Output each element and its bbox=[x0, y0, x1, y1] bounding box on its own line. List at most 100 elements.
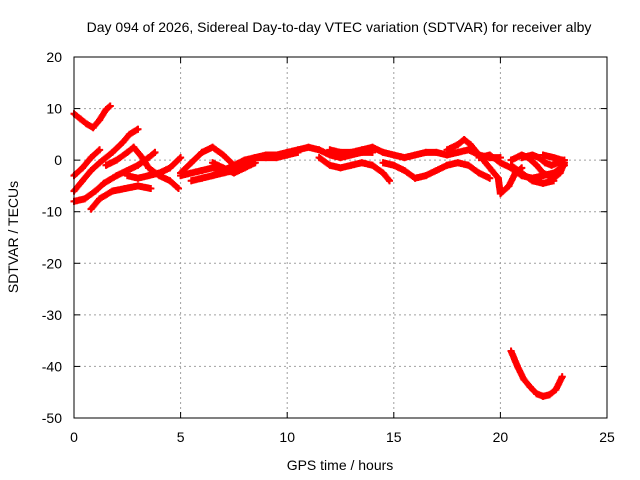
data-point bbox=[145, 172, 153, 180]
data-point bbox=[326, 146, 334, 154]
data-point bbox=[558, 373, 566, 381]
data-point bbox=[443, 146, 451, 154]
data-point bbox=[187, 169, 195, 177]
data-point bbox=[134, 182, 142, 190]
data-point bbox=[106, 102, 114, 110]
axis-ticks: 0 5 10 15 20 25 -50 -40 -30 -20 -10 0 10 20 bbox=[42, 49, 615, 445]
data-point bbox=[454, 159, 462, 167]
series-track-late-1 bbox=[379, 159, 494, 182]
data-point bbox=[209, 159, 217, 167]
data-point bbox=[347, 161, 355, 169]
data-point bbox=[198, 148, 206, 156]
data-point bbox=[467, 141, 475, 149]
data-point bbox=[368, 161, 376, 169]
series-track-late-5 bbox=[507, 161, 558, 187]
data-point bbox=[513, 362, 521, 370]
data-point bbox=[273, 154, 281, 162]
x-tick-label: 0 bbox=[70, 429, 78, 445]
y-tick-label: 10 bbox=[46, 101, 62, 117]
x-tick-label: 15 bbox=[386, 429, 402, 445]
data-point bbox=[134, 161, 142, 169]
data-point bbox=[241, 164, 249, 172]
data-point bbox=[283, 151, 291, 159]
data-point bbox=[219, 164, 227, 172]
data-point bbox=[305, 143, 313, 151]
data-point bbox=[166, 177, 174, 185]
data-point bbox=[198, 174, 206, 182]
data-point bbox=[326, 161, 334, 169]
data-point bbox=[379, 169, 387, 177]
data-point bbox=[108, 187, 116, 195]
data-point bbox=[96, 159, 104, 167]
series-track-late-6 bbox=[518, 151, 568, 169]
y-tick-label: -10 bbox=[42, 204, 62, 220]
data-point bbox=[96, 116, 104, 124]
data-point bbox=[130, 143, 138, 151]
data-point bbox=[475, 154, 483, 162]
data-point bbox=[526, 383, 534, 391]
y-tick-label: -30 bbox=[42, 307, 62, 323]
data-point bbox=[533, 161, 541, 169]
data-point bbox=[209, 143, 217, 151]
data-series bbox=[70, 102, 568, 400]
data-point bbox=[166, 164, 174, 172]
series-track-early-3 bbox=[70, 148, 159, 205]
data-point bbox=[138, 154, 146, 162]
data-point bbox=[496, 190, 504, 198]
data-point bbox=[400, 154, 408, 162]
data-point bbox=[79, 164, 87, 172]
data-point bbox=[187, 177, 195, 185]
data-point bbox=[545, 391, 553, 399]
data-point bbox=[96, 146, 104, 154]
data-point bbox=[400, 166, 408, 174]
y-tick-label: 20 bbox=[46, 49, 62, 65]
data-point bbox=[422, 148, 430, 156]
x-tick-label: 5 bbox=[177, 429, 185, 445]
chart-title: Day 094 of 2026, Sidereal Day-to-day VTE… bbox=[87, 19, 592, 35]
data-point bbox=[550, 154, 558, 162]
series-track-mid-4 bbox=[209, 159, 249, 177]
data-point bbox=[113, 156, 121, 164]
y-tick-label: -40 bbox=[42, 358, 62, 374]
data-point bbox=[481, 159, 489, 167]
data-point bbox=[464, 146, 472, 154]
data-point bbox=[488, 166, 496, 174]
data-point bbox=[337, 164, 344, 172]
series-track-late-2 bbox=[443, 136, 526, 198]
data-point bbox=[337, 148, 344, 156]
data-point bbox=[539, 169, 547, 177]
data-point bbox=[539, 179, 547, 187]
data-point bbox=[548, 161, 556, 169]
data-point bbox=[241, 156, 249, 164]
data-point bbox=[539, 151, 547, 159]
data-point bbox=[432, 166, 440, 174]
data-point bbox=[390, 151, 398, 159]
series-track-mid-5 bbox=[315, 154, 394, 185]
data-point bbox=[209, 172, 217, 180]
data-point bbox=[76, 115, 84, 123]
data-point bbox=[411, 174, 419, 182]
data-point bbox=[422, 172, 430, 180]
series-track-early-4 bbox=[87, 182, 155, 213]
data-point bbox=[528, 177, 536, 185]
data-point bbox=[91, 187, 99, 195]
data-point bbox=[505, 182, 513, 190]
data-point bbox=[443, 161, 451, 169]
data-point bbox=[87, 166, 95, 174]
data-point bbox=[251, 159, 259, 167]
data-point bbox=[134, 174, 142, 182]
data-point bbox=[151, 148, 159, 156]
data-point bbox=[535, 154, 543, 162]
data-point bbox=[464, 161, 472, 169]
data-point bbox=[539, 392, 547, 400]
data-point bbox=[496, 159, 504, 167]
data-point bbox=[119, 138, 127, 146]
data-point bbox=[87, 154, 95, 162]
series-track-early-6 bbox=[123, 154, 185, 182]
x-tick-label: 10 bbox=[279, 429, 295, 445]
data-point bbox=[89, 124, 97, 132]
data-point bbox=[102, 161, 110, 169]
y-axis-label: SDTVAR / TECUs bbox=[5, 181, 21, 293]
